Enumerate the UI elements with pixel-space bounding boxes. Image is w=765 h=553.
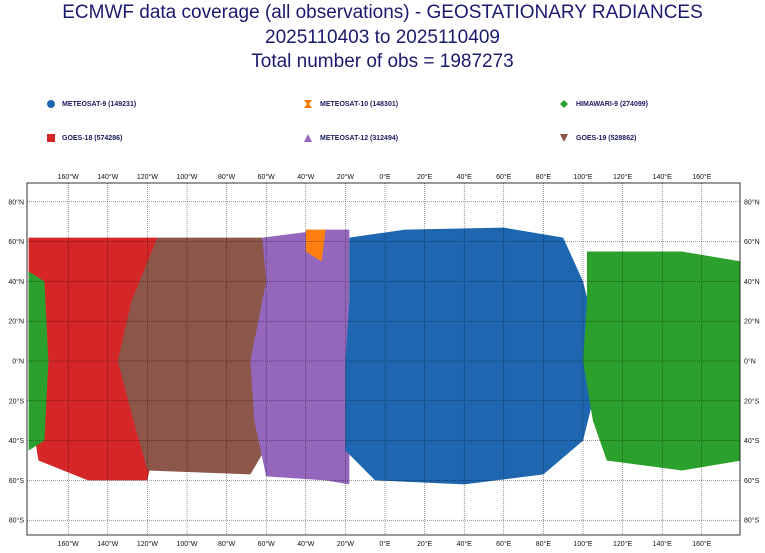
legend-label: GOES-19 (528862)	[576, 135, 637, 142]
lat-label: 40°S	[744, 437, 760, 445]
lat-label: 60°S	[744, 477, 760, 485]
title-line1: ECMWF data coverage (all observations) -…	[62, 2, 703, 23]
lon-label: 120°E	[613, 173, 632, 181]
lon-label: 20°E	[417, 173, 433, 181]
lat-label: 80°N	[744, 198, 760, 206]
lon-label: 140°W	[97, 540, 118, 548]
legend-label: HIMAWARI-9 (274099)	[576, 101, 648, 108]
lon-label: 140°E	[653, 540, 672, 548]
lon-label: 140°W	[97, 173, 118, 181]
lat-label: 40°S	[9, 437, 25, 445]
lon-label: 60°E	[496, 173, 512, 181]
meteosat-12-coverage	[250, 229, 350, 485]
legend-diamond-icon	[560, 100, 568, 108]
lon-label: 100°E	[573, 540, 592, 548]
lon-label: 120°W	[137, 540, 158, 548]
lon-label: 40°E	[457, 540, 473, 548]
lon-label: 160°W	[58, 173, 79, 181]
lon-label: 160°E	[692, 540, 711, 548]
lat-label: 80°S	[744, 517, 760, 525]
legend-label: METEOSAT-10 (148301)	[320, 101, 399, 108]
title-line2: 2025110403 to 2025110409	[265, 27, 500, 48]
lon-label: 140°E	[653, 173, 672, 181]
map-frame	[26, 182, 741, 536]
lat-label: 60°S	[9, 477, 25, 485]
lon-label: 20°E	[417, 540, 433, 548]
legend-label: GOES-18 (574286)	[62, 135, 123, 142]
lon-label: 40°E	[457, 173, 473, 181]
legend-hourglass-icon	[304, 100, 312, 108]
legend-square-icon	[47, 134, 55, 142]
lon-label: 160°E	[692, 173, 711, 181]
meteosat-10-coverage	[305, 229, 326, 262]
lon-label: 80°E	[536, 540, 552, 548]
legend-triangle-icon	[304, 134, 312, 142]
lat-label: 40°N	[744, 278, 760, 286]
lat-label: 20°N	[744, 318, 760, 326]
lon-label: 100°E	[573, 173, 592, 181]
title-line3: Total number of obs = 1987273	[251, 51, 514, 72]
lon-label: 120°E	[613, 540, 632, 548]
himawari-coverage-west	[28, 271, 49, 451]
goes-18-coverage	[28, 237, 164, 481]
lat-label: 40°N	[8, 278, 24, 286]
lon-label: 60°E	[496, 540, 512, 548]
lon-label: 80°W	[218, 173, 236, 181]
lat-label: 80°N	[8, 198, 24, 206]
lon-label: 60°W	[258, 540, 276, 548]
lon-label: 20°W	[337, 540, 355, 548]
lon-label: 120°W	[137, 173, 158, 181]
lat-label: 0°N	[12, 358, 24, 366]
lat-label: 20°S	[744, 397, 760, 405]
lat-label: 0°N	[744, 358, 756, 366]
lat-label: 20°N	[8, 318, 24, 326]
lat-label: 60°N	[744, 238, 760, 246]
lon-label: 0°E	[379, 540, 391, 548]
lon-label: 80°E	[536, 173, 552, 181]
legend-label: METEOSAT-12 (312494)	[320, 135, 399, 142]
legend-circle-icon	[47, 100, 55, 108]
meteosat-9-coverage	[345, 227, 603, 485]
legend-label: METEOSAT-9 (149231)	[62, 101, 137, 108]
lon-label: 60°W	[258, 173, 276, 181]
lat-label: 60°N	[8, 238, 24, 246]
lon-label: 0°E	[379, 173, 391, 181]
lon-label: 20°W	[337, 173, 355, 181]
goes-19-coverage	[117, 237, 271, 475]
lon-label: 40°W	[297, 173, 315, 181]
lon-label: 100°W	[176, 173, 197, 181]
lon-label: 100°W	[176, 540, 197, 548]
lon-label: 160°W	[58, 540, 79, 548]
legend-triangle-down-icon	[560, 134, 568, 142]
lat-label: 20°S	[9, 397, 25, 405]
lon-label: 80°W	[218, 540, 236, 548]
lat-label: 80°S	[9, 517, 25, 525]
lon-label: 40°W	[297, 540, 315, 548]
